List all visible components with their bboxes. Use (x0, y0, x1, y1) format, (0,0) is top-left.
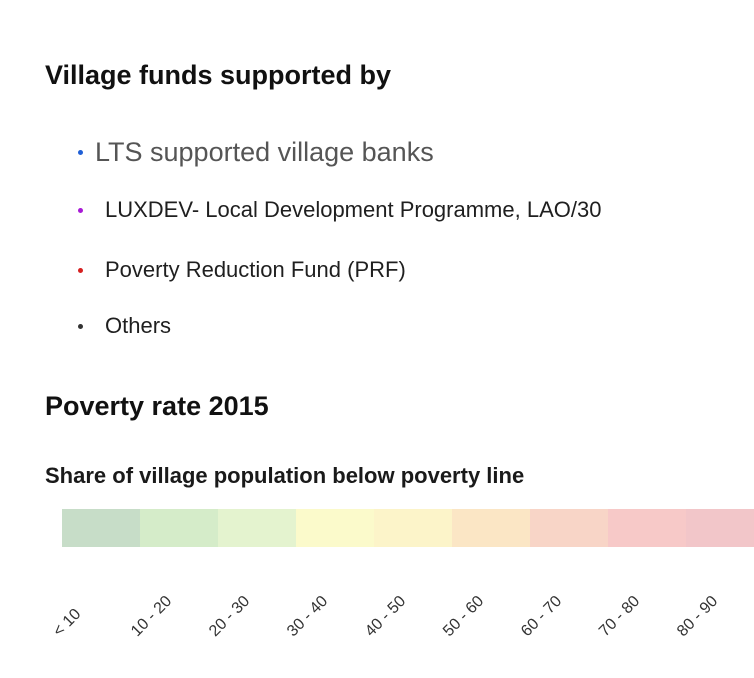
legend-item-label: Others (105, 313, 172, 338)
scale-tick-label: 70 - 80 (596, 592, 644, 641)
scale-tick-label: < 10 (50, 605, 85, 641)
scale-tick-label: 40 - 50 (362, 592, 410, 641)
legend-item-others: Others (78, 313, 171, 339)
scale-swatch (374, 509, 452, 547)
scale-tick-label: 30 - 40 (284, 592, 332, 641)
scale-tick-label: 50 - 60 (440, 592, 488, 641)
scale-tick-label: 80 - 90 (674, 592, 722, 641)
scale-tick-label: 60 - 70 (518, 592, 566, 641)
legend-item-label: Poverty Reduction Fund (PRF) (105, 257, 406, 282)
legend-item-label: LTS supported village banks (95, 137, 434, 167)
scale-tick-label: 20 - 30 (206, 592, 254, 641)
poverty-legend-subtitle: Share of village population below povert… (45, 463, 525, 488)
poverty-color-scale (62, 509, 754, 547)
poverty-legend-title: Poverty rate 2015 (45, 391, 269, 421)
scale-swatch (140, 509, 218, 547)
scale-swatch (218, 509, 296, 547)
scale-swatch (608, 509, 686, 547)
legend-dot-icon (78, 207, 83, 213)
scale-swatch (62, 509, 140, 547)
legend-item-lts-village-banks: LTS supported village banks (78, 137, 434, 168)
funds-legend-title: Village funds supported by (45, 60, 392, 90)
legend-item-luxdev: LUXDEV- Local Development Programme, LAO… (78, 197, 601, 223)
legend-dot-icon (78, 323, 83, 329)
scale-swatch (530, 509, 608, 547)
legend-dot-icon (78, 150, 83, 155)
scale-tick-label: 10 - 20 (128, 592, 176, 641)
legend-item-label: LUXDEV- Local Development Programme, LAO… (105, 197, 602, 222)
scale-swatch (686, 509, 754, 547)
legend-item-prf: Poverty Reduction Fund (PRF) (78, 257, 406, 283)
scale-swatch (296, 509, 374, 547)
legend-dot-icon (78, 267, 83, 273)
scale-swatch (452, 509, 530, 547)
